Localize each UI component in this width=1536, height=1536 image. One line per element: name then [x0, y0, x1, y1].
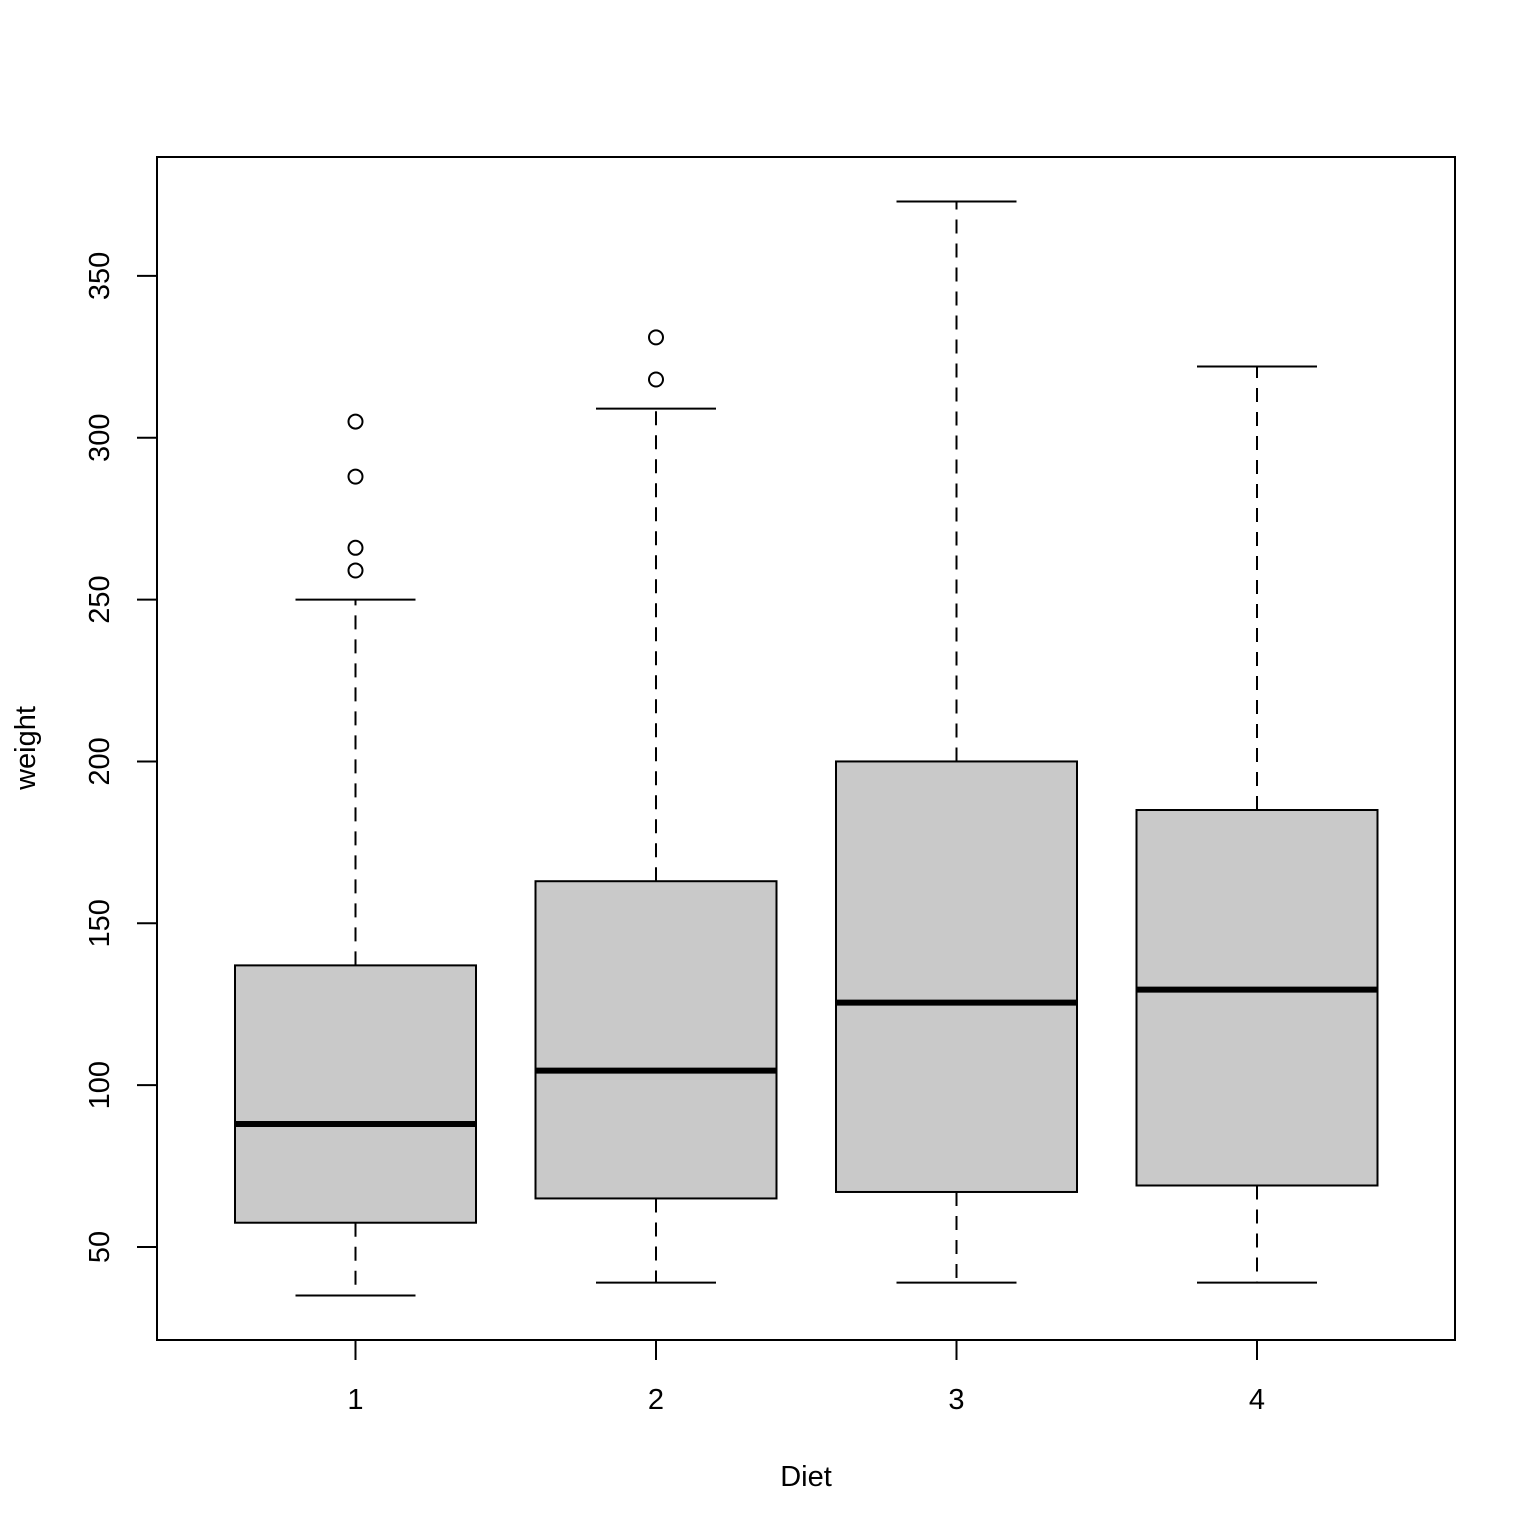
y-tick-label: 100 — [84, 1061, 116, 1109]
outlier-point — [648, 371, 664, 388]
x-tick-label: 2 — [648, 1384, 664, 1416]
x-axis-title: Diet — [780, 1461, 832, 1493]
box-diet-2 — [534, 329, 778, 1284]
box-diet-3 — [835, 200, 1078, 1284]
iqr-box — [1135, 809, 1379, 1187]
y-tick-label: 250 — [84, 575, 116, 623]
iqr-box — [234, 964, 477, 1224]
y-tick-label: 150 — [84, 899, 116, 947]
iqr-box — [835, 760, 1078, 1193]
x-tick-label: 3 — [948, 1384, 964, 1416]
y-tick-label: 300 — [84, 414, 116, 462]
iqr-box — [534, 880, 778, 1200]
y-tick-label: 50 — [84, 1231, 116, 1263]
x-axis: 1 2 3 4 — [347, 1339, 1265, 1416]
x-tick-label: 4 — [1249, 1384, 1265, 1416]
y-tick-label: 350 — [84, 252, 116, 300]
outlier-point — [648, 329, 664, 346]
outlier-point — [347, 413, 364, 430]
boxes-layer — [234, 200, 1379, 1297]
box-diet-4 — [1135, 365, 1379, 1284]
y-axis: 50 100 150 200 250 300 350 — [84, 252, 158, 1263]
box-diet-1 — [234, 413, 477, 1297]
y-tick-label: 200 — [84, 737, 116, 785]
y-axis-title: weight — [10, 706, 42, 791]
outlier-point — [347, 468, 364, 485]
outlier-point — [347, 539, 364, 556]
outlier-point — [347, 562, 364, 579]
x-tick-label: 1 — [347, 1384, 363, 1416]
